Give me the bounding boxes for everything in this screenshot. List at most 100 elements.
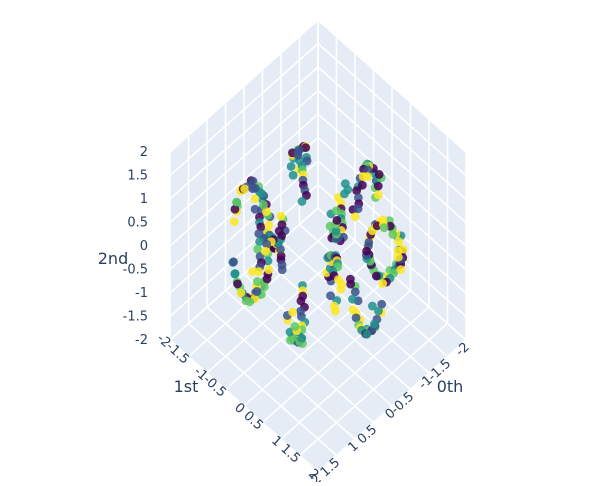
scatter-point [378, 279, 388, 288]
scatter-point [377, 299, 387, 309]
scatter-point [353, 204, 363, 214]
scatter-point [276, 211, 286, 221]
scatter-point [348, 294, 357, 304]
z-tick-label: -0.5 [123, 263, 148, 278]
scatter-point [393, 252, 403, 262]
scatter-point [350, 212, 360, 222]
gridline [317, 113, 467, 247]
scatter-point [348, 305, 358, 315]
scatter-point [352, 186, 362, 196]
scatter-point [351, 313, 361, 323]
scatter-point [290, 322, 300, 331]
z-axis-title: 2nd [98, 249, 128, 268]
scatter-point [388, 229, 398, 239]
gridline [169, 66, 319, 200]
x-axis-title: 0th [437, 377, 464, 396]
scatter-point [362, 246, 371, 256]
z-tick-label: 1 [140, 192, 148, 207]
scatter-point [240, 184, 250, 194]
scatter-point [302, 191, 311, 200]
scatter-point [229, 257, 238, 267]
scatter-point [230, 204, 240, 214]
scatter-point [276, 251, 286, 261]
scatter-point [364, 237, 374, 247]
scatter-point [332, 215, 342, 225]
scatter-point [393, 246, 403, 256]
scatter-point [248, 267, 257, 276]
scatter-point [263, 256, 273, 266]
z-tick-label: 0 [140, 239, 148, 254]
scatter-point [394, 237, 404, 246]
scatter-point [297, 333, 307, 343]
scatter-point [259, 200, 268, 210]
scatter-point [262, 239, 272, 249]
z-tick-label: 1.5 [127, 169, 148, 184]
z-tick-label: -1.5 [123, 310, 148, 325]
gridline [317, 339, 467, 473]
gridline [317, 66, 467, 200]
scatter-point [329, 301, 339, 311]
gridline [317, 89, 467, 224]
scatter-point [379, 223, 389, 233]
scatter-point [369, 319, 379, 329]
z-tick-label: 2 [140, 145, 148, 160]
scatter-point [250, 194, 260, 203]
scatter-point [373, 190, 383, 200]
scatter-point [256, 222, 266, 232]
scatter-point [343, 185, 353, 195]
scatter-point [367, 301, 377, 311]
gridline [317, 42, 467, 177]
gridline [169, 19, 319, 153]
scatter-point [336, 284, 346, 294]
scatter-point [293, 150, 303, 160]
scatter-point [250, 204, 260, 214]
scatter-point [371, 271, 381, 281]
scatter-point [362, 329, 372, 339]
scatter-point [297, 197, 307, 206]
scatter-point [374, 170, 384, 179]
scatter-point [331, 226, 341, 236]
scatter-point [254, 267, 264, 277]
scatter-point [255, 237, 264, 247]
scatter-point [373, 181, 383, 191]
scatter-point [262, 207, 271, 216]
gridline [261, 289, 412, 424]
scatter-point [357, 180, 367, 190]
scatter-point [241, 296, 251, 306]
scatter-point [253, 244, 263, 254]
gridline [187, 322, 338, 457]
scatter-point [374, 306, 383, 316]
gridline [169, 113, 319, 247]
scatter-point [396, 265, 406, 274]
scatter-point [229, 217, 239, 227]
scatter-point [261, 246, 270, 256]
scatter-point [236, 288, 246, 298]
scatter-point [363, 165, 373, 175]
gridline [280, 306, 430, 440]
scatter-point [286, 162, 296, 171]
scatter-point [259, 282, 269, 292]
scatter-point [264, 220, 274, 230]
scatter-point [288, 170, 298, 180]
gridline [206, 306, 356, 440]
gridline [317, 19, 467, 153]
scatter-point [264, 265, 274, 275]
scatter-point [252, 287, 262, 296]
axis-titles: 0th 1st 2nd [98, 249, 464, 396]
scatter-point [277, 260, 287, 270]
scatter-point [288, 307, 298, 317]
scatter-point [253, 277, 262, 286]
gridline [243, 273, 393, 407]
scatter-point [345, 274, 355, 284]
gridline [224, 289, 375, 424]
gridline [298, 322, 449, 457]
scatter-point [248, 176, 258, 186]
scatter-point [233, 279, 242, 289]
scatter-point [301, 143, 311, 153]
z-tick-label: -2 [135, 333, 148, 348]
y-axis-title: 1st [174, 377, 199, 396]
scatter-point [363, 172, 372, 181]
scatter-point [248, 184, 258, 193]
